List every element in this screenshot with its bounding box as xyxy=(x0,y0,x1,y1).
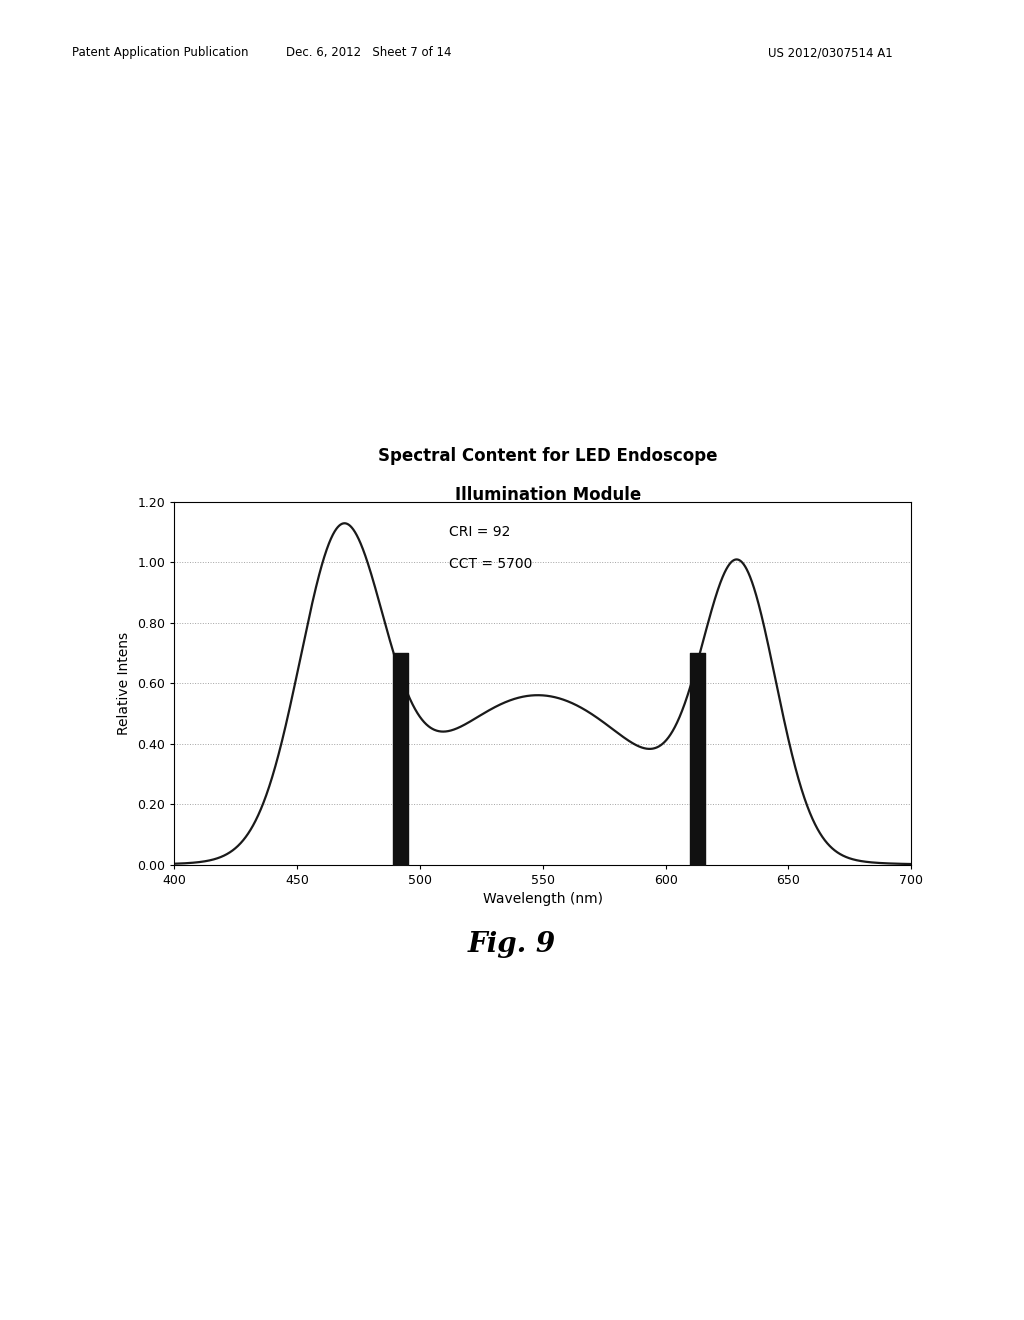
Text: CCT = 5700: CCT = 5700 xyxy=(450,557,532,570)
Y-axis label: Relative Intens: Relative Intens xyxy=(118,631,131,735)
Text: CRI = 92: CRI = 92 xyxy=(450,525,511,539)
Text: Spectral Content for LED Endoscope: Spectral Content for LED Endoscope xyxy=(378,446,718,465)
Text: US 2012/0307514 A1: US 2012/0307514 A1 xyxy=(768,46,893,59)
Text: Dec. 6, 2012   Sheet 7 of 14: Dec. 6, 2012 Sheet 7 of 14 xyxy=(286,46,452,59)
X-axis label: Wavelength (nm): Wavelength (nm) xyxy=(482,892,603,907)
Text: Fig. 9: Fig. 9 xyxy=(468,931,556,957)
Text: Patent Application Publication: Patent Application Publication xyxy=(72,46,248,59)
Text: Illumination Module: Illumination Module xyxy=(455,486,641,504)
